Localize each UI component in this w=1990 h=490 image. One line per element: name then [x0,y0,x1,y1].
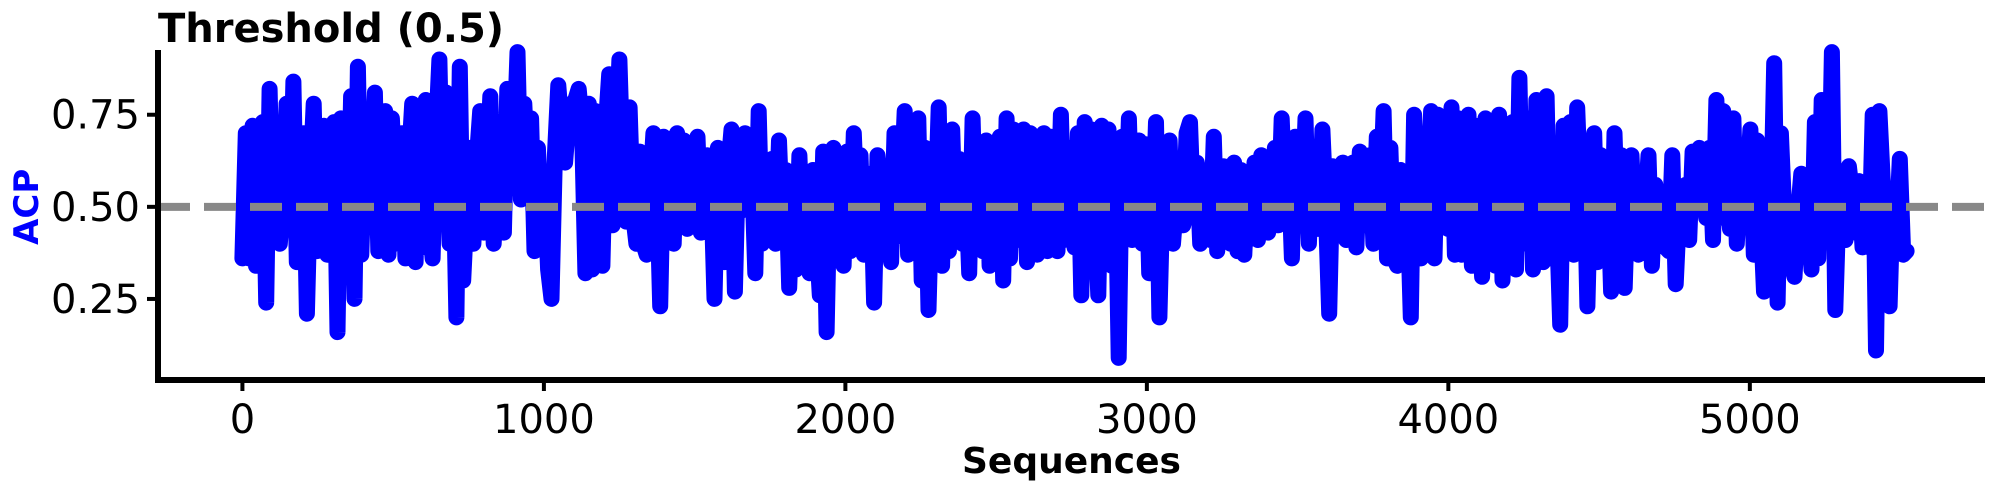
series-line-0 [234,44,1915,366]
y-axis-label: ACP [7,169,47,245]
x-tick-label: 2000 [794,397,896,443]
chart-title: Threshold (0.5) [158,6,504,52]
y-tick-label: 0.50 [51,185,140,231]
x-tick-label: 4000 [1397,397,1499,443]
x-tick-label: 0 [230,397,255,443]
axes: 0 1000 2000 3000 4000 5000 0.25 0.50 0.75 [51,50,1985,443]
y-tick-label: 0.25 [51,277,140,323]
x-tick-label: 3000 [1096,397,1198,443]
x-axis-label: Sequences [962,441,1181,482]
y-tick-label: 0.75 [51,93,140,139]
x-tick-label: 1000 [493,397,595,443]
x-tick-label: 5000 [1699,397,1801,443]
series-layer [234,44,1915,366]
